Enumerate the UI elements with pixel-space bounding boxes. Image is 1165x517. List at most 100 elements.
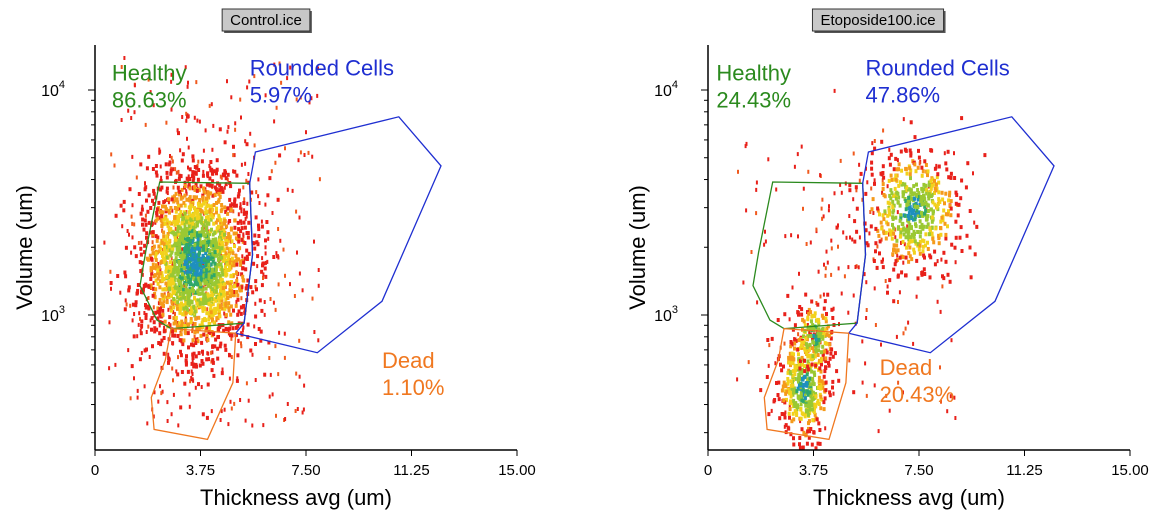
density-point [185, 308, 189, 313]
density-point [212, 297, 216, 302]
density-point [230, 256, 234, 261]
gate-rounded-cells[interactable] [234, 116, 442, 354]
density-point [808, 429, 812, 434]
scatter-point [211, 350, 214, 355]
density-point [825, 332, 829, 337]
density-point [902, 232, 906, 237]
density-point [890, 191, 894, 196]
density-point [930, 215, 934, 220]
density-point [195, 253, 198, 258]
density-point [213, 185, 217, 190]
density-point [232, 308, 235, 313]
density-point [184, 318, 188, 323]
density-point [154, 287, 158, 292]
scatter-point [234, 121, 237, 126]
density-point [183, 249, 187, 254]
density-point [191, 172, 195, 177]
density-point [223, 306, 227, 311]
scatter-point [954, 260, 957, 265]
gate-dead[interactable] [763, 327, 850, 441]
density-point [144, 185, 148, 190]
density-point [823, 328, 827, 333]
density-point [228, 291, 232, 296]
density-point [786, 381, 790, 386]
density-point [173, 283, 177, 288]
gate-rounded-cells[interactable] [847, 116, 1055, 354]
scatter-point [202, 148, 205, 153]
density-point [196, 282, 199, 287]
density-point [807, 347, 811, 352]
density-point [229, 312, 233, 317]
density-point [217, 284, 221, 289]
density-point [909, 120, 913, 125]
scatter-point [317, 268, 320, 272]
density-point [959, 196, 963, 201]
scatter-point [172, 185, 175, 190]
scatter-point [157, 399, 160, 404]
density-point [233, 169, 237, 174]
density-point [975, 224, 979, 229]
density-point [964, 185, 968, 190]
scatter-point [152, 103, 155, 108]
scatter-point [148, 355, 151, 359]
density-point [173, 333, 177, 338]
gate-healthy[interactable] [752, 181, 867, 330]
density-point [175, 285, 179, 290]
density-point [823, 333, 827, 338]
scatter-point [218, 260, 221, 265]
density-point [853, 239, 857, 244]
density-point [187, 256, 191, 261]
density-point [809, 394, 813, 399]
density-point [211, 317, 214, 322]
density-point [134, 254, 138, 259]
density-point [199, 284, 203, 289]
density-point [793, 341, 797, 346]
density-point [200, 259, 204, 264]
density-point [235, 257, 239, 262]
density-point [165, 240, 169, 245]
density-point [142, 227, 146, 232]
density-point [183, 222, 187, 227]
density-point [212, 373, 216, 378]
density-point [921, 249, 925, 254]
density-point [202, 298, 206, 302]
density-point [872, 259, 876, 263]
scatter-point [817, 269, 820, 274]
scatter-point [170, 107, 173, 112]
density-point [907, 211, 911, 216]
density-point [263, 266, 267, 271]
gate-dead[interactable] [150, 327, 237, 441]
scatter-point [272, 300, 275, 305]
density-point [156, 271, 160, 276]
scatter-point [147, 324, 150, 329]
density-point [955, 193, 959, 197]
chart-title: Etoposide100.ice [820, 12, 935, 29]
density-point [831, 354, 835, 359]
scatter-point [185, 189, 188, 194]
scatter-point [972, 171, 974, 176]
scatter-point [298, 338, 301, 343]
density-point [227, 320, 231, 325]
chart-title: Control.ice [230, 12, 302, 29]
density-point [224, 297, 228, 302]
scatter-point [915, 294, 918, 299]
scatter-point [239, 398, 242, 402]
density-point [156, 306, 160, 311]
density-point [894, 177, 898, 182]
density-point [888, 228, 892, 233]
scatter-point [819, 173, 822, 178]
scatter-point [840, 190, 843, 195]
density-point [208, 248, 212, 253]
scatter-point [212, 123, 215, 128]
scatter-point [184, 65, 187, 70]
density-point [801, 445, 805, 450]
density-point [787, 368, 791, 373]
density-point [792, 442, 796, 447]
density-point [905, 245, 909, 250]
scatter-point [793, 164, 796, 169]
scatter-point [191, 372, 194, 376]
density-point [255, 287, 258, 292]
density-point [240, 272, 244, 277]
density-point [909, 188, 913, 193]
scatter-point [265, 260, 267, 265]
